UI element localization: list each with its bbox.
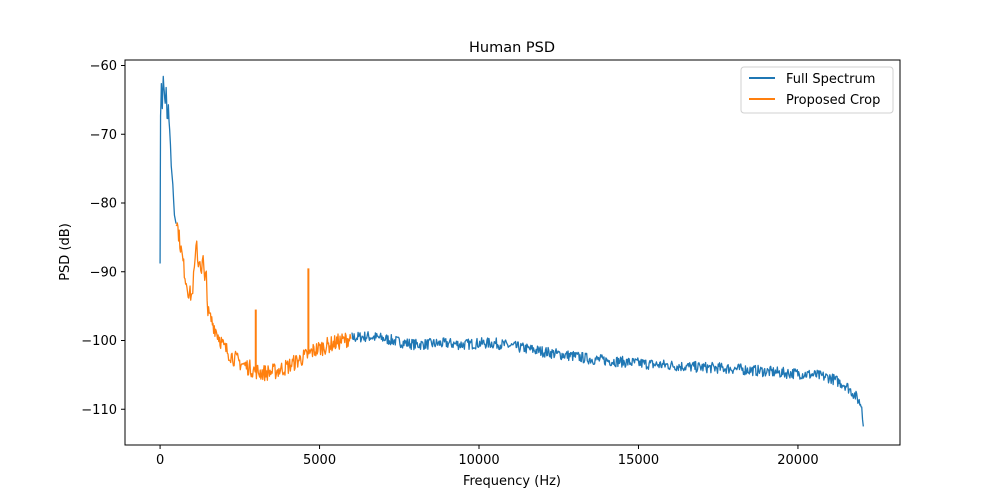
x-tick-label: 5000 <box>303 453 336 468</box>
y-axis-label: PSD (dB) <box>58 223 73 281</box>
plot-area-frame <box>124 59 901 446</box>
y-tick-label: −100 <box>81 334 117 349</box>
x-tick-label: 20000 <box>777 453 818 468</box>
y-tick-label: −110 <box>81 403 117 418</box>
x-tick-label: 0 <box>156 453 164 468</box>
x-tick-label: 15000 <box>618 453 659 468</box>
legend-frame <box>740 66 894 114</box>
legend-label-proposed-crop: Proposed Crop <box>786 93 880 108</box>
series-line-full-spectrum <box>159 75 177 264</box>
legend: Full Spectrum Proposed Crop <box>740 66 894 114</box>
y-tick-label: −90 <box>90 265 117 280</box>
y-tick-label: −70 <box>90 128 117 143</box>
x-tick-label: 10000 <box>458 453 499 468</box>
x-axis-label: Frequency (Hz) <box>463 474 561 489</box>
series-line-full-spectrum <box>351 331 864 427</box>
y-tick-label: −60 <box>90 59 117 74</box>
series-line-proposed-crop <box>175 222 352 382</box>
y-tick-label: −80 <box>90 197 117 212</box>
legend-label-full-spectrum: Full Spectrum <box>786 72 875 87</box>
chart-title: Human PSD <box>469 40 555 56</box>
